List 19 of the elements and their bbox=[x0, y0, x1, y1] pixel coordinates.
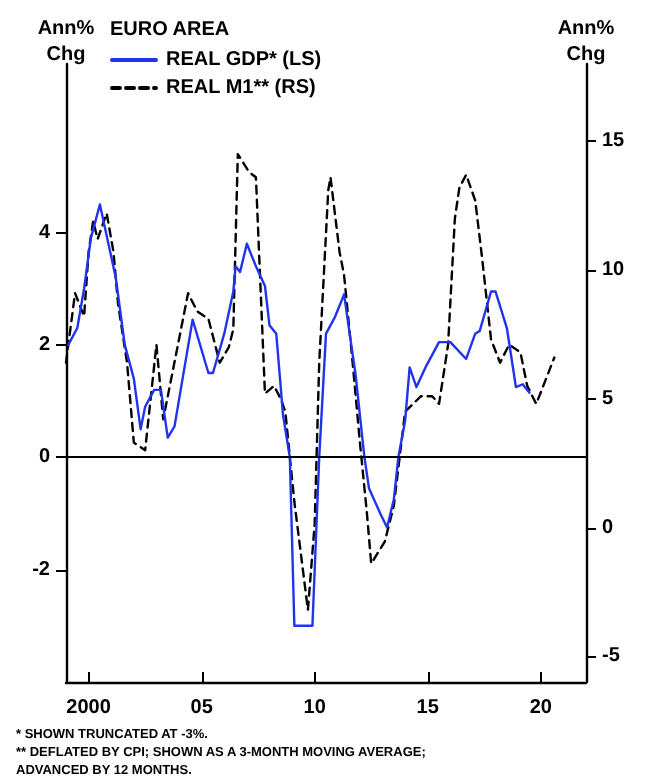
x-tick-label: 20 bbox=[529, 697, 553, 719]
y2-tick-label: 10 bbox=[602, 259, 626, 281]
y-tick-label: -2 bbox=[32, 558, 51, 581]
y2-axis-title: Ann% Chg bbox=[557, 18, 615, 66]
x-tick-label: 05 bbox=[190, 697, 214, 719]
y2-tick-label: 15 bbox=[602, 130, 626, 153]
y-tick-label: 4 bbox=[38, 221, 51, 244]
legend-label: REAL M1** (RS) bbox=[166, 77, 316, 99]
x-tick-label: 10 bbox=[303, 697, 327, 719]
y2-tick-label: 0 bbox=[602, 516, 614, 539]
y-tick-label: 0 bbox=[38, 446, 51, 469]
legend-label: REAL GDP* (LS) bbox=[166, 49, 322, 71]
legend-title: EURO AREA bbox=[110, 19, 230, 41]
y-axis-title: Ann% Chg bbox=[37, 18, 95, 66]
x-tick-label: 2000 bbox=[66, 697, 112, 719]
y2-tick-label: 5 bbox=[602, 387, 614, 410]
x-tick-label: 15 bbox=[416, 697, 440, 719]
y2-tick-label: -5 bbox=[602, 645, 621, 668]
y-tick-label: 2 bbox=[38, 333, 51, 356]
